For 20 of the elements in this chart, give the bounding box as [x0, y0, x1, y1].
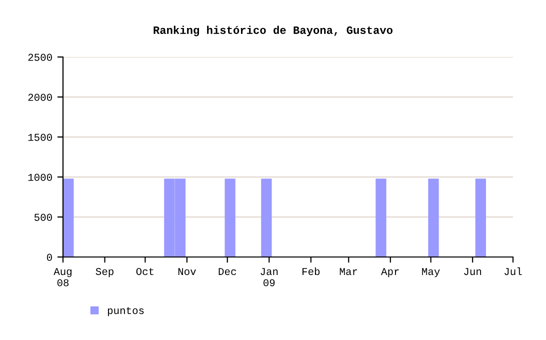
- x-tick-label: May: [422, 268, 440, 278]
- y-tick-label: 2000: [28, 94, 52, 101]
- x-tick-label: Jun: [464, 268, 482, 276]
- x-tick-label: Jan 09: [260, 268, 278, 286]
- x-tick-label: Dec: [218, 268, 236, 276]
- x-tick-label: Feb: [302, 267, 320, 276]
- x-tick-label: Apr: [381, 268, 399, 278]
- x-tick-label: Oct: [136, 268, 154, 276]
- x-tick-label: Nov: [178, 268, 196, 276]
- y-tick-label: 1000: [28, 174, 52, 181]
- legend-label: puntos: [108, 307, 144, 316]
- x-tick-label: Sep: [96, 268, 114, 278]
- chart-title: Ranking histórico de Bayona, Gustavo: [154, 26, 393, 36]
- y-tick-label: 500: [34, 214, 52, 221]
- y-tick-label: 0: [46, 254, 52, 261]
- x-tick-label: Jul: [504, 267, 522, 276]
- y-tick-label: 2500: [28, 54, 52, 61]
- y-tick-label: 1500: [28, 134, 52, 141]
- x-tick-label: Mar: [340, 268, 358, 276]
- x-tick-label: Aug 08: [54, 268, 72, 286]
